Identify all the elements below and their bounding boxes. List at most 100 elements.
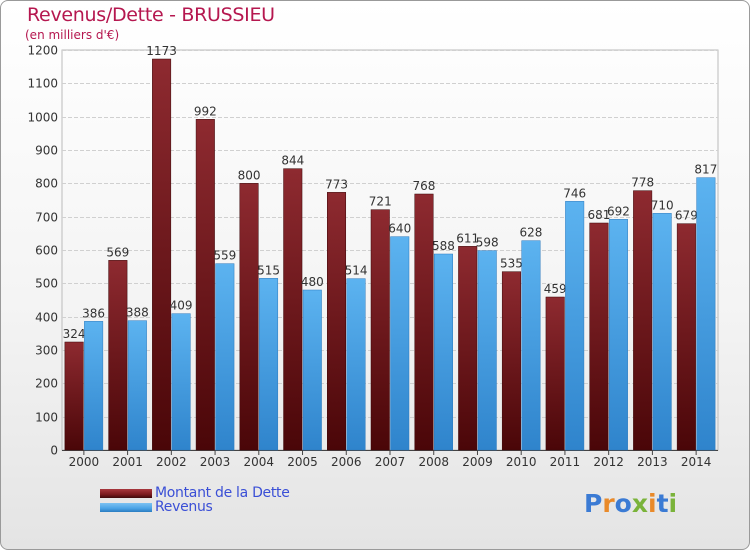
y-tick-label: 700 <box>35 211 58 225</box>
bar-revenus <box>477 250 497 451</box>
logo-letter: P <box>584 489 603 518</box>
bar-dette <box>676 223 696 451</box>
logo-letter: o <box>614 489 632 518</box>
data-label-revenus: 598 <box>476 236 499 250</box>
proxiti-logo: Proxiti <box>584 489 677 518</box>
data-label-dette: 679 <box>675 209 698 223</box>
data-label-dette: 844 <box>281 154 304 168</box>
y-tick-label: 400 <box>35 311 58 325</box>
x-tick-label: 2004 <box>244 455 275 469</box>
data-label-revenus: 746 <box>563 186 586 200</box>
bar-dette <box>64 341 84 451</box>
bar-revenus <box>215 263 235 451</box>
chart-subtitle: (en milliers d'€) <box>25 28 120 42</box>
bar-dette <box>414 193 434 451</box>
y-tick-label: 600 <box>35 244 58 258</box>
x-tick-label: 2006 <box>331 455 362 469</box>
data-label-dette: 1173 <box>146 44 177 58</box>
bar-dette <box>195 119 215 451</box>
x-tick-label: 2000 <box>69 455 100 469</box>
chart-title: Revenus/Dette - BRUSSIEU <box>27 4 275 26</box>
logo-letter: x <box>631 489 648 518</box>
data-label-dette: 778 <box>631 176 654 190</box>
data-label-dette: 535 <box>500 257 523 271</box>
x-tick-label: 2009 <box>462 455 493 469</box>
logo-letter: t <box>656 489 669 518</box>
x-tick-label: 2008 <box>418 455 449 469</box>
data-label-revenus: 692 <box>607 204 630 218</box>
data-label-revenus: 559 <box>213 249 236 263</box>
x-tick-label: 2014 <box>681 455 712 469</box>
x-tick-label: 2001 <box>112 455 143 469</box>
y-tick-label: 500 <box>35 277 58 291</box>
bar-revenus <box>390 236 410 451</box>
data-label-revenus: 817 <box>694 163 717 177</box>
data-label-revenus: 480 <box>301 275 324 289</box>
bar-dette <box>589 222 609 451</box>
y-tick-label: 100 <box>35 411 58 425</box>
bar-dette <box>108 260 128 451</box>
bar-revenus <box>696 177 716 451</box>
data-label-dette: 773 <box>325 177 348 191</box>
bar-dette <box>501 271 521 451</box>
data-label-dette: 721 <box>369 195 392 209</box>
data-label-dette: 569 <box>106 245 129 259</box>
y-tick-label: 300 <box>35 344 58 358</box>
y-tick-label: 0 <box>50 444 58 458</box>
legend-label-dette: Montant de la Dette <box>155 485 290 501</box>
data-label-revenus: 710 <box>651 198 674 212</box>
x-tick-label: 2007 <box>375 455 406 469</box>
x-tick-label: 2011 <box>550 455 581 469</box>
x-tick-label: 2012 <box>593 455 624 469</box>
logo-letter: r <box>602 489 615 518</box>
bar-dette <box>152 58 172 451</box>
bar-dette <box>458 246 478 451</box>
x-tick-label: 2013 <box>637 455 668 469</box>
legend-swatch-revenus <box>100 503 152 512</box>
data-label-revenus: 388 <box>126 306 149 320</box>
data-label-dette: 768 <box>413 179 436 193</box>
bar-revenus <box>346 278 366 451</box>
bar-revenus <box>259 278 279 451</box>
data-label-revenus: 588 <box>432 239 455 253</box>
legend-label-revenus: Revenus <box>155 499 213 515</box>
bar-revenus <box>171 313 191 451</box>
bar-revenus <box>84 321 104 451</box>
bar-dette <box>370 209 390 451</box>
data-label-dette: 459 <box>544 282 567 296</box>
y-tick-label: 1000 <box>27 111 58 125</box>
bar-revenus <box>521 240 541 451</box>
logo-letter: i <box>648 489 657 518</box>
bar-dette <box>327 192 347 451</box>
bar-dette <box>633 190 653 451</box>
legend-swatch-dette <box>100 489 152 498</box>
y-tick-label: 1200 <box>27 44 58 58</box>
bar-dette <box>545 296 565 451</box>
x-tick-label: 2002 <box>156 455 187 469</box>
bar-revenus <box>302 289 322 451</box>
data-label-revenus: 514 <box>345 264 368 278</box>
bar-dette <box>283 168 303 451</box>
data-label-revenus: 628 <box>519 226 542 240</box>
data-label-revenus: 386 <box>82 306 105 320</box>
x-tick-label: 2010 <box>506 455 537 469</box>
data-label-dette: 800 <box>238 168 261 182</box>
x-tick-label: 2005 <box>287 455 318 469</box>
y-tick-label: 200 <box>35 377 58 391</box>
data-label-dette: 324 <box>63 327 86 341</box>
bar-revenus <box>608 219 628 451</box>
bar-revenus <box>433 253 453 451</box>
y-tick-label: 900 <box>35 144 58 158</box>
data-label-dette: 681 <box>587 208 610 222</box>
data-label-revenus: 409 <box>170 299 193 313</box>
data-label-revenus: 515 <box>257 263 280 277</box>
y-tick-label: 800 <box>35 177 58 191</box>
bar-revenus <box>565 201 585 451</box>
y-tick-label: 1100 <box>27 77 58 91</box>
data-label-dette: 611 <box>456 231 479 245</box>
bar-revenus <box>652 213 672 451</box>
bar-revenus <box>127 320 147 451</box>
x-tick-label: 2003 <box>200 455 231 469</box>
bar-dette <box>239 183 259 451</box>
